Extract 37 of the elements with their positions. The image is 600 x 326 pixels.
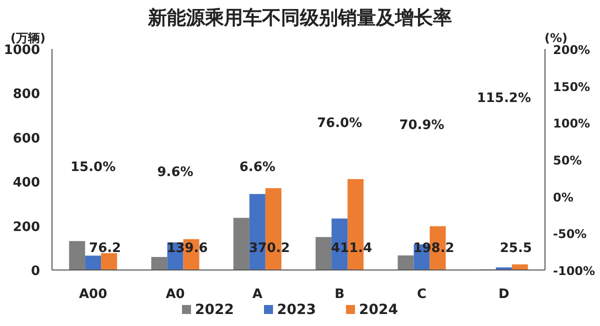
data-label: 411.4 <box>331 241 372 256</box>
y2-tick-label: 150% <box>553 80 590 94</box>
y2-tick-label: 200% <box>553 43 590 57</box>
y-axis-title: (万辆) <box>10 31 46 45</box>
annotation: 70.9% <box>399 118 444 133</box>
data-label: 198.2 <box>413 241 454 256</box>
legend-label: 2022 <box>195 302 234 318</box>
y2-tick-label: 100% <box>553 116 590 131</box>
y-tick-label: 200 <box>12 220 40 235</box>
x-tick-label: B <box>334 287 345 302</box>
x-tick-label: A00 <box>79 287 108 302</box>
annotation: 9.6% <box>157 165 194 180</box>
legend-label: 2024 <box>359 302 398 318</box>
chart-title: 新能源乘用车不同级别销量及增长率 <box>147 7 452 29</box>
x-tick-label: C <box>416 287 427 302</box>
x-tick-label: D <box>498 287 510 302</box>
y-tick-label: 400 <box>12 176 40 191</box>
y-tick-label: 600 <box>12 131 40 146</box>
y2-axis-title: (%) <box>544 31 568 45</box>
data-label: 139.6 <box>166 241 208 256</box>
y2-tick-label: 0% <box>553 190 574 204</box>
annotation: 15.0% <box>70 160 116 175</box>
y2-tick-label: 50% <box>553 154 582 168</box>
x-tick-label: A0 <box>166 287 185 302</box>
y2-tick-label: -50% <box>553 227 587 242</box>
x-tick-label: A <box>252 287 262 302</box>
y2-tick-label: -100% <box>553 264 596 278</box>
annotation: 115.2% <box>476 91 531 106</box>
legend-label: 2023 <box>277 302 316 318</box>
y-tick-label: 800 <box>12 87 40 102</box>
y-tick-label: 1000 <box>4 43 40 58</box>
data-label: 25.5 <box>500 241 532 256</box>
data-label: 370.2 <box>248 241 290 256</box>
y-tick-label: 0 <box>30 264 40 279</box>
annotation: 76.0% <box>317 116 362 131</box>
annotation: 6.6% <box>239 160 276 175</box>
data-label: 76.2 <box>89 241 122 256</box>
